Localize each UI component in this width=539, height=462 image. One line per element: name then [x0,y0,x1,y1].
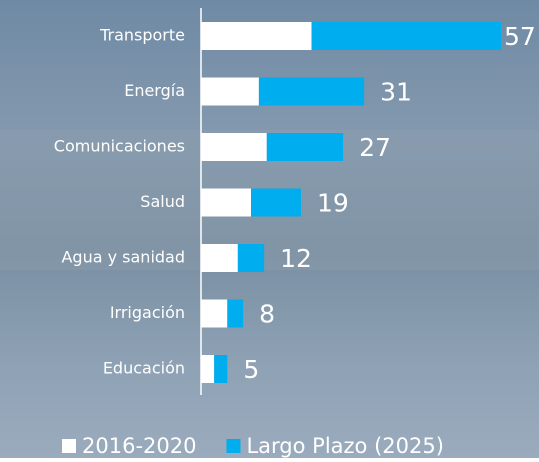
bar-segment [266,133,344,161]
bar-segment [201,188,251,217]
legend-label: 2016-2020 [82,434,196,458]
bar-segment [214,355,228,383]
total-label: 27 [359,133,391,162]
category-label: Educación [103,359,185,378]
category-label: Agua y sanidad [61,248,185,267]
total-label: 57 [504,22,536,51]
total-label: 31 [380,78,412,107]
bar-segment [201,244,238,272]
bar-segment [201,355,215,383]
total-label: 8 [259,300,275,329]
category-label: Comunicaciones [54,137,185,156]
total-label: 5 [243,355,259,384]
bar-segment [237,244,265,272]
total-label: 19 [317,189,349,218]
category-label: Irrigación [110,303,185,322]
bar-segment [258,77,365,106]
bar-segment [227,299,244,328]
bar-segment [251,188,301,217]
category-label: Transporte [99,26,185,45]
legend-swatch [62,439,76,453]
legend-swatch [226,439,241,453]
bar-segment [201,133,267,161]
total-label: 12 [280,244,312,273]
bar-segment [201,299,228,328]
legend-label: Largo Plazo (2025) [246,434,443,458]
bar-segment [201,22,312,50]
bar-segment [201,77,259,106]
category-label: Energía [124,81,185,100]
category-label: Salud [140,192,185,211]
bar-segment [311,22,501,50]
